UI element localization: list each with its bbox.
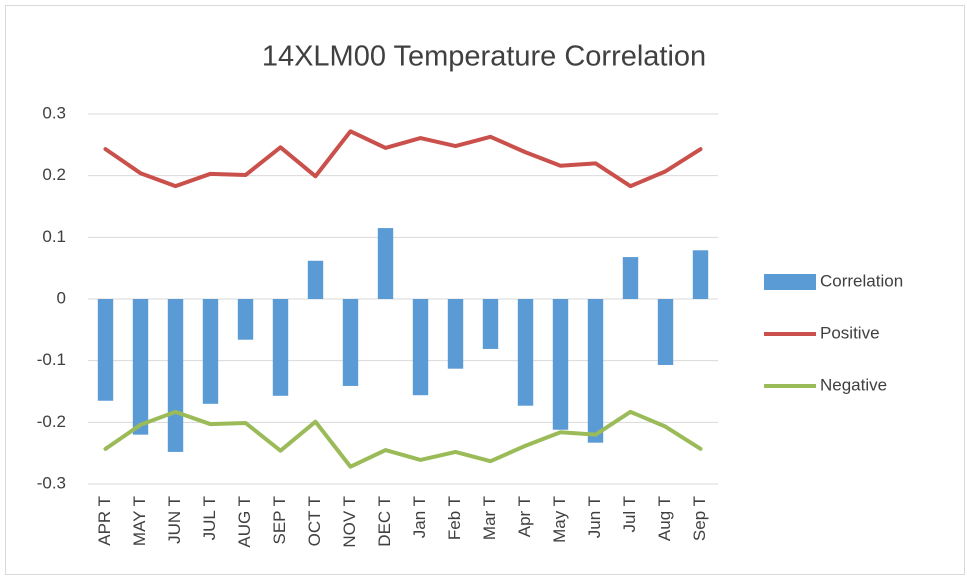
x-tick-label: Jan T: [410, 496, 429, 538]
x-tick-label: May T: [550, 496, 569, 543]
bar: [237, 299, 254, 340]
y-tick-label: 0.3: [42, 103, 66, 122]
line: [103, 129, 703, 189]
legend-label: Positive: [820, 323, 880, 342]
bar: [342, 299, 359, 386]
y-tick-label: 0.2: [42, 165, 66, 184]
x-tick-label: Aug T: [655, 496, 674, 541]
y-tick-label: 0: [57, 288, 66, 307]
bar: [622, 257, 639, 299]
x-tick-label: NOV T: [340, 496, 359, 548]
x-tick-label: APR T: [95, 496, 114, 546]
x-tick-label: SEP T: [270, 496, 289, 545]
bar: [272, 299, 289, 396]
y-tick-label: -0.3: [37, 473, 66, 492]
bar: [412, 299, 429, 396]
x-tick-label: Sep T: [690, 496, 709, 541]
bar: [657, 299, 674, 365]
x-tick-label: AUG T: [235, 496, 254, 548]
legend-label: Correlation: [820, 271, 903, 290]
x-tick-label: Apr T: [515, 496, 534, 537]
bar: [97, 299, 114, 401]
y-tick-label: -0.2: [37, 412, 66, 431]
bar: [517, 299, 534, 406]
x-tick-label: MAY T: [130, 496, 149, 546]
bar: [482, 299, 499, 349]
bar: [167, 299, 184, 452]
chart-title: 14XLM00 Temperature Correlation: [262, 41, 706, 73]
x-tick-label: JUL T: [200, 496, 219, 540]
x-tick-label: JUN T: [165, 496, 184, 544]
x-tick-label: Jun T: [585, 496, 604, 538]
bar: [307, 260, 324, 299]
bar: [552, 299, 569, 430]
bar: [447, 299, 464, 369]
x-tick-label: OCT T: [305, 496, 324, 546]
bar: [132, 299, 149, 435]
y-tick-label: 0.1: [42, 227, 66, 246]
bar: [587, 299, 604, 443]
x-tick-label: Mar T: [480, 496, 499, 540]
line: [103, 409, 703, 469]
bar: [202, 299, 219, 404]
bar: [377, 228, 394, 299]
x-tick-label: Feb T: [445, 496, 464, 540]
bar: [692, 250, 709, 299]
x-tick-label: Jul T: [620, 496, 639, 533]
legend-label: Negative: [820, 375, 887, 394]
legend-swatch: [764, 274, 816, 290]
y-tick-label: -0.1: [37, 350, 66, 369]
x-tick-label: DEC T: [375, 496, 394, 547]
